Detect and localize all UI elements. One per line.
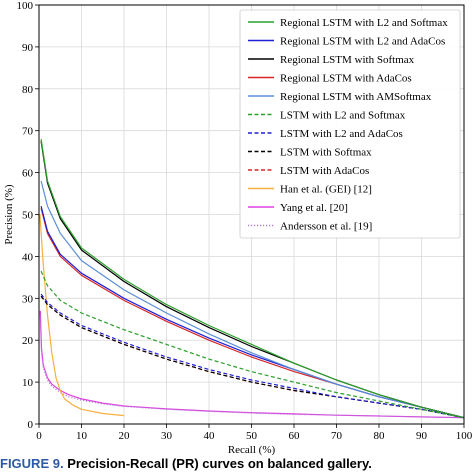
legend-box bbox=[239, 9, 461, 239]
legend-entry: Regional LSTM with AMSoftmax bbox=[280, 91, 432, 103]
legend-entry: Andersson et al. [19] bbox=[280, 221, 372, 233]
y-tick-label: 10 bbox=[22, 377, 34, 389]
x-tick-label: 30 bbox=[161, 430, 173, 442]
x-tick-label: 60 bbox=[289, 430, 301, 442]
caption-text: Precision-Recall (PR) curves on balanced… bbox=[67, 456, 372, 471]
x-tick-label: 50 bbox=[246, 430, 258, 442]
series-line bbox=[40, 208, 465, 419]
legend-entry: Regional LSTM with AdaCos bbox=[280, 73, 412, 85]
y-tick-label: 30 bbox=[22, 293, 34, 305]
y-tick-label: 20 bbox=[22, 335, 34, 347]
legend-entry: LSTM with L2 and AdaCos bbox=[280, 128, 403, 140]
figure-caption: FIGURE 9. Precision-Recall (PR) curves o… bbox=[0, 456, 474, 476]
legend-entry: LSTM with Softmax bbox=[280, 147, 372, 159]
series-line bbox=[40, 139, 465, 419]
figure-number: FIGURE 9. bbox=[0, 456, 64, 471]
x-tick-label: 20 bbox=[119, 430, 131, 442]
series-line bbox=[39, 214, 125, 417]
y-tick-label: 40 bbox=[22, 251, 34, 263]
curves bbox=[39, 139, 465, 419]
y-tick-label: 80 bbox=[22, 84, 34, 96]
series-line bbox=[40, 180, 465, 419]
x-tick-label: 10 bbox=[76, 430, 88, 442]
y-tick-label: 90 bbox=[22, 42, 34, 54]
pr-chart: 0 10 20 30 40 50 60 70 80 90 100 0 10 20 30 40 50 60 70 80 9… bbox=[3, 0, 473, 456]
x-tick-label: 100 bbox=[456, 430, 473, 442]
series-line bbox=[40, 293, 465, 419]
legend: Regional LSTM with L2 and Softmax Regiona… bbox=[239, 9, 461, 239]
legend-entry: Han et al. (GEI) [12] bbox=[280, 184, 372, 196]
legend-entry: Regional LSTM with L2 and Softmax bbox=[280, 17, 448, 29]
x-tick-label: 90 bbox=[416, 430, 428, 442]
x-axis-label: Recall (%) bbox=[228, 444, 276, 456]
y-tick-label: 60 bbox=[22, 168, 34, 180]
y-tick-label: 50 bbox=[22, 210, 34, 222]
y-axis-label: Precision (%) bbox=[3, 184, 15, 245]
legend-entry: Regional LSTM with Softmax bbox=[280, 54, 415, 66]
plot-frame bbox=[38, 4, 465, 425]
legend-entry: Yang et al. [20] bbox=[280, 202, 348, 214]
y-tick-label: 70 bbox=[22, 126, 34, 138]
legend-entry: LSTM with L2 and Softmax bbox=[280, 110, 406, 122]
axis-ticks: 0 10 20 30 40 50 60 70 80 90 100 0 10 20 30 40 50 60 70 80 9… bbox=[17, 0, 473, 442]
x-tick-label: 0 bbox=[36, 430, 42, 442]
x-tick-label: 80 bbox=[374, 430, 386, 442]
y-tick-label: 100 bbox=[17, 0, 34, 12]
x-tick-label: 70 bbox=[331, 430, 343, 442]
legend-entry: LSTM with AdaCos bbox=[280, 165, 369, 177]
x-tick-label: 40 bbox=[204, 430, 216, 442]
series-line bbox=[40, 270, 465, 419]
legend-entry: Regional LSTM with L2 and AdaCos bbox=[280, 36, 445, 48]
series-line bbox=[39, 315, 465, 419]
y-tick-label: 0 bbox=[28, 419, 34, 431]
